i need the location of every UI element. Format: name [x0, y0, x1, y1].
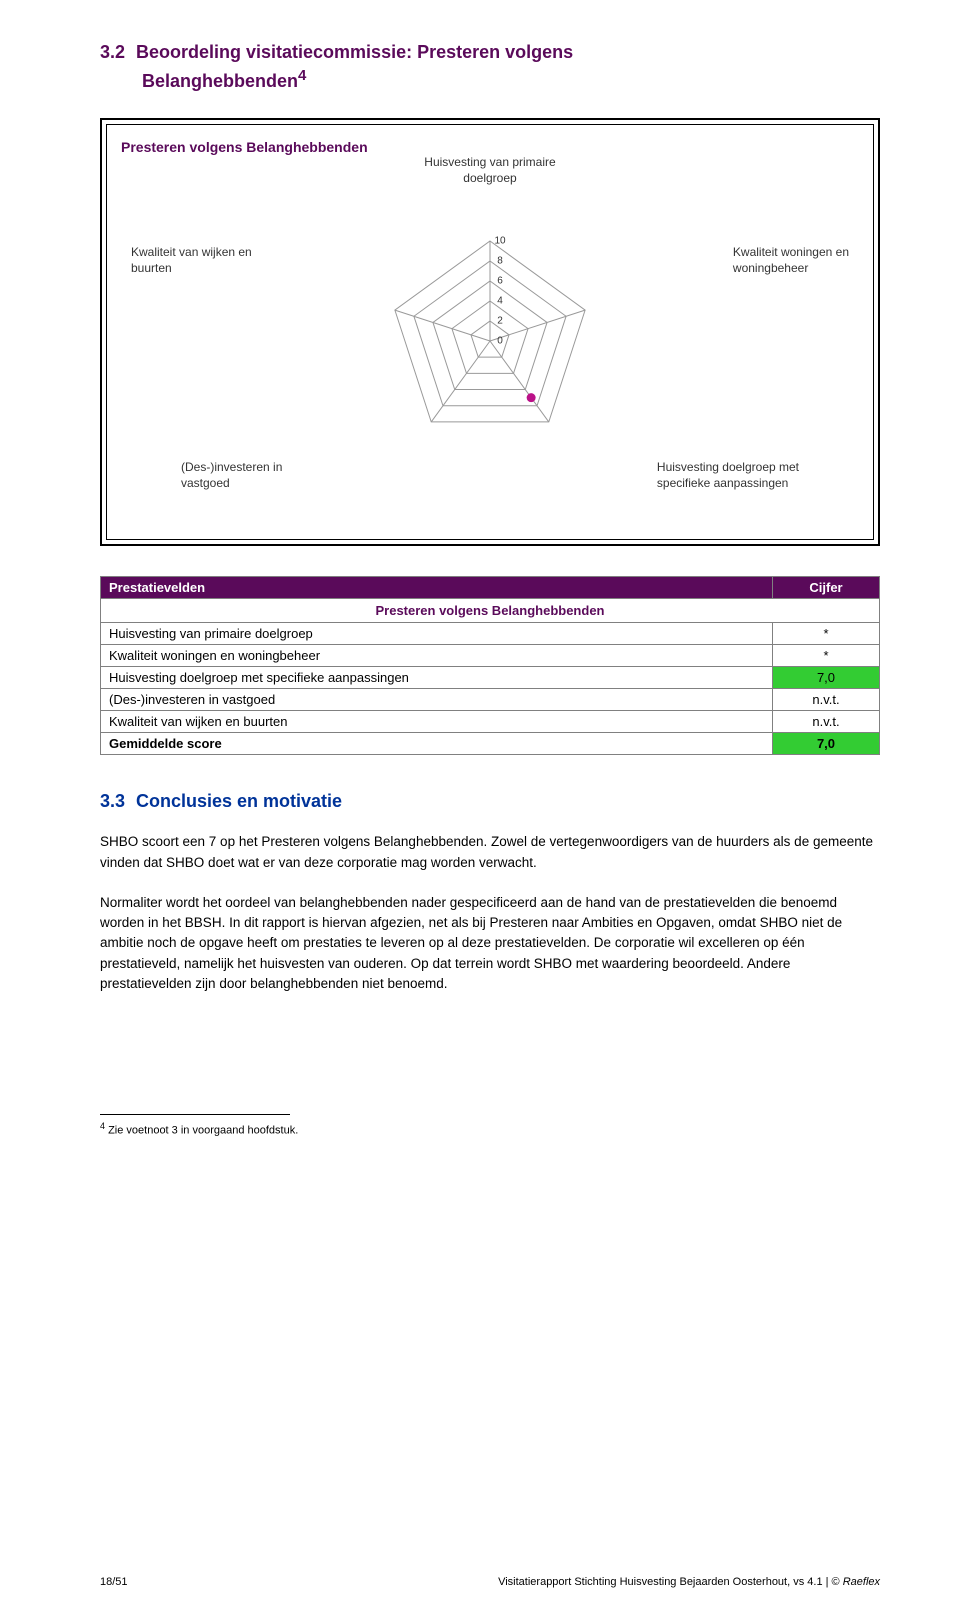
footnote-marker: 4 [100, 1121, 105, 1131]
table-row: Gemiddelde score7,0 [101, 733, 880, 755]
table-title: Presteren volgens Belanghebbenden [101, 599, 880, 623]
table-cell-label: Huisvesting doelgroep met specifieke aan… [101, 667, 773, 689]
section-heading: 3.2Beoordeling visitatiecommissie: Prest… [100, 40, 880, 94]
footer-brand: Raeflex [843, 1576, 880, 1588]
axis-label-top: Huisvesting van primairedoelgroep [424, 155, 555, 186]
subsection-number: 3.3 [100, 791, 136, 812]
table-cell-label: Kwaliteit woningen en woningbeheer [101, 645, 773, 667]
radar-tick: 6 [497, 276, 503, 287]
footnote-rule [100, 1114, 290, 1115]
radar-tick: 0 [497, 336, 503, 347]
subsection-title: Conclusies en motivatie [136, 791, 342, 811]
radar-chart: Huisvesting van primairedoelgroep Kwalit… [121, 161, 859, 521]
table-row: Huisvesting doelgroep met specifieke aan… [101, 667, 880, 689]
table-cell-score: 7,0 [773, 667, 880, 689]
table-header-col2: Cijfer [773, 577, 880, 599]
page-footer: 18/51 Visitatierapport Stichting Huisves… [100, 1576, 880, 1588]
table-header-row: Prestatievelden Cijfer [101, 577, 880, 599]
table-body: Huisvesting van primaire doelgroep*Kwali… [101, 623, 880, 755]
table-row: Kwaliteit woningen en woningbeheer* [101, 645, 880, 667]
paragraph-1: SHBO scoort een 7 op het Presteren volge… [100, 832, 880, 873]
footnote: 4 Zie voetnoot 3 in voorgaand hoofdstuk. [100, 1121, 880, 1137]
table-cell-score: * [773, 645, 880, 667]
footer-right: Visitatierapport Stichting Huisvesting B… [498, 1576, 880, 1588]
table-title-row: Presteren volgens Belanghebbenden [101, 599, 880, 623]
radar-tick: 8 [497, 256, 503, 267]
table-row: Kwaliteit van wijken en buurtenn.v.t. [101, 711, 880, 733]
radar-tick: 4 [497, 296, 503, 307]
footer-left: 18/51 [100, 1576, 128, 1588]
chart-frame-outer: Presteren volgens Belanghebbenden Huisve… [100, 118, 880, 546]
table-cell-score: * [773, 623, 880, 645]
chart-frame-inner: Presteren volgens Belanghebbenden Huisve… [106, 124, 874, 540]
table-cell-label: Huisvesting van primaire doelgroep [101, 623, 773, 645]
footnote-text: Zie voetnoot 3 in voorgaand hoofdstuk. [108, 1125, 298, 1137]
paragraph-2: Normaliter wordt het oordeel van belangh… [100, 893, 880, 994]
table-cell-score: n.v.t. [773, 689, 880, 711]
table-row: Huisvesting van primaire doelgroep* [101, 623, 880, 645]
table-cell-score: 7,0 [773, 733, 880, 755]
table-cell-score: n.v.t. [773, 711, 880, 733]
table-cell-label: (Des-)investeren in vastgoed [101, 689, 773, 711]
chart-title: Presteren volgens Belanghebbenden [121, 139, 859, 155]
section-superscript: 4 [298, 67, 306, 84]
table-row: (Des-)investeren in vastgoedn.v.t. [101, 689, 880, 711]
axis-label-right-upper: Kwaliteit woningen enwoningbeheer [733, 245, 849, 276]
table-header-col1: Prestatievelden [101, 577, 773, 599]
radar-tick: 2 [497, 316, 503, 327]
axis-label-left-lower: (Des-)investeren invastgoed [181, 460, 282, 491]
section-number: 3.2 [100, 40, 136, 65]
axis-label-right-lower: Huisvesting doelgroep metspecifieke aanp… [657, 460, 799, 491]
section-title-line2: Belanghebbenden4 [100, 65, 880, 94]
axis-label-left-upper: Kwaliteit van wijken enbuurten [131, 245, 252, 276]
subsection-heading: 3.3Conclusies en motivatie [100, 791, 880, 812]
radar-tick: 10 [494, 236, 505, 247]
page: 3.2Beoordeling visitatiecommissie: Prest… [0, 0, 960, 1614]
table-cell-label: Gemiddelde score [101, 733, 773, 755]
score-table: Presteren volgens Belanghebbenden Presta… [100, 576, 880, 755]
section-title-line1: Beoordeling visitatiecommissie: Prestere… [136, 42, 573, 62]
radar-svg [360, 211, 620, 471]
table-cell-label: Kwaliteit van wijken en buurten [101, 711, 773, 733]
